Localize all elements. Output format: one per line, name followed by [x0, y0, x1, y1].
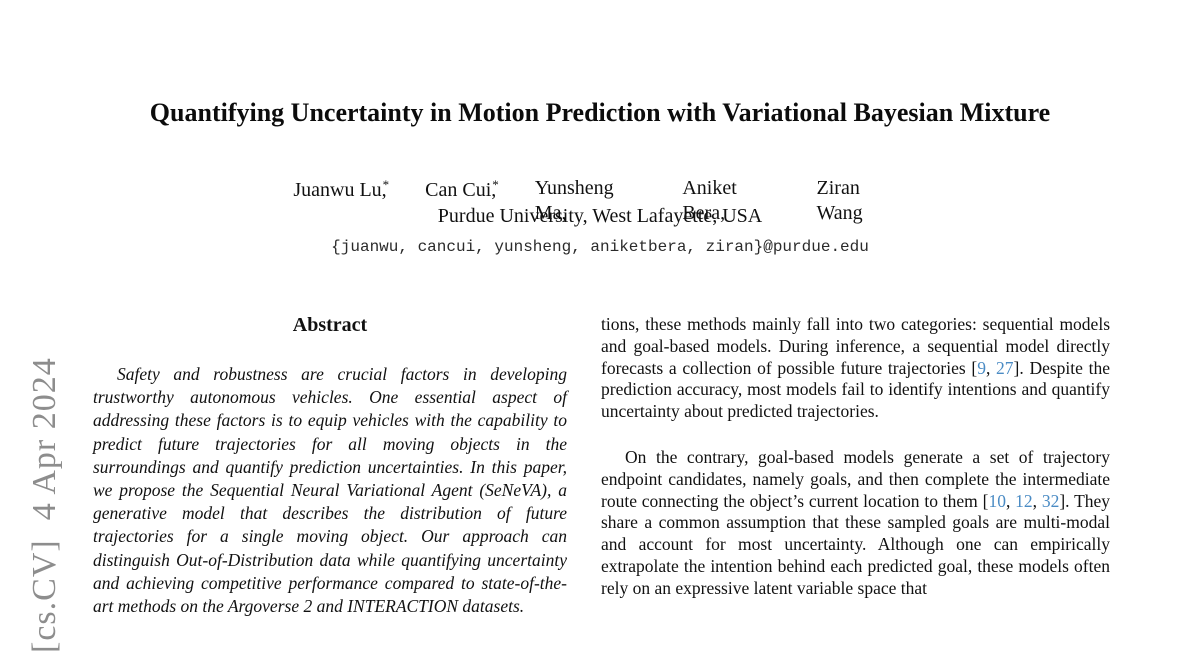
citation-link[interactable]: 32 [1041, 490, 1060, 511]
paragraph-text: , [1005, 490, 1016, 511]
author-name: Juanwu Lu,* [293, 177, 389, 225]
paragraph-text: ]. They share a common assumption that t… [601, 490, 1111, 598]
abstract-heading: Abstract [292, 314, 368, 336]
arxiv-category-date-stamp: [cs.CV] 4 Apr 2024 [26, 357, 63, 653]
author-name-text: Can Cui, [425, 179, 497, 201]
author-name-text: Aniket Bera, [682, 177, 737, 224]
author-name: Ziran Wang [817, 177, 907, 225]
author-row: Juanwu Lu,* Can Cui,* Yunsheng Ma, Anike… [0, 177, 1200, 225]
author-footnote-mark: * [382, 177, 390, 192]
abstract-paragraph: Safety and robustness are crucial factor… [93, 364, 567, 617]
paragraph-text: On the contrary, goal-based models gener… [601, 446, 1110, 511]
paper-title: Quantifying Uncertainty in Motion Predic… [149, 98, 1051, 127]
citation-link[interactable]: 10 [988, 490, 1006, 511]
paragraph-text: tions, these methods mainly fall into tw… [601, 314, 1110, 378]
paragraph-text: , [1032, 490, 1042, 511]
paragraph-text: ]. Despite the prediction accuracy, most… [601, 357, 1111, 422]
author-name-text: Juanwu Lu, [293, 179, 387, 201]
body-paragraph: tions, these methods mainly fall into tw… [601, 314, 1110, 423]
author-footnote-mark: * [492, 177, 499, 192]
author-name-text: Yunsheng Ma, [534, 177, 614, 224]
citation-link[interactable]: 12 [1015, 490, 1033, 511]
author-name: Aniket Bera, [682, 177, 780, 225]
author-name: Can Cui,* [425, 177, 499, 225]
citation-link[interactable]: 27 [996, 357, 1014, 378]
right-column: tions, these methods mainly fall into tw… [601, 314, 1110, 618]
author-name: Yunsheng Ma, [535, 177, 647, 225]
two-column-body: Abstract Safety and robustness are cruci… [93, 314, 1110, 618]
body-paragraph: On the contrary, goal-based models gener… [601, 447, 1110, 600]
paragraph-text: , [985, 357, 997, 378]
author-name-text: Ziran Wang [816, 177, 863, 224]
author-emails: {juanwu, cancui, yunsheng, aniketbera, z… [331, 238, 869, 256]
left-column: Abstract Safety and robustness are cruci… [93, 314, 567, 618]
citation-link[interactable]: 9 [977, 357, 986, 378]
affiliation: Purdue University, West Lafayette, USA [437, 205, 763, 227]
